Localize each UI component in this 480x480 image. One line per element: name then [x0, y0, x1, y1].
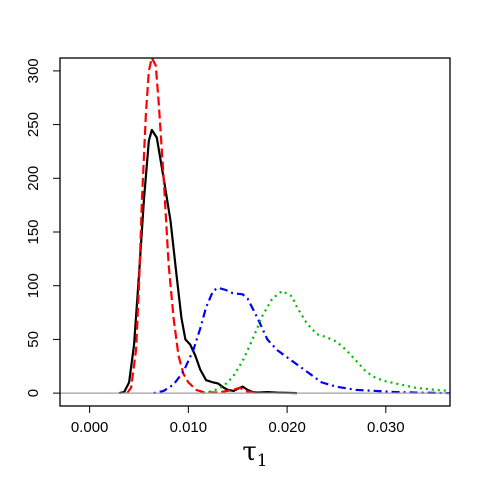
x-axis-title: τ1 [242, 437, 267, 471]
x-axis: 0.000 0.010 0.020 0.030 [71, 406, 405, 436]
x-axis-title-symbol: τ [242, 437, 256, 467]
y-tick-label: 250 [25, 112, 42, 137]
series-layer [119, 58, 450, 395]
y-tick-label: 0 [25, 389, 42, 397]
x-tick-label: 0.030 [367, 419, 405, 436]
y-axis: 0 50 100 150 200 250 300 [25, 58, 60, 397]
x-tick-label: 0.000 [71, 419, 109, 436]
y-tick-label: 100 [25, 273, 42, 298]
x-tick-label: 0.020 [268, 419, 306, 436]
y-tick-label: 150 [25, 219, 42, 244]
y-tick-label: 300 [25, 58, 42, 83]
series-line-1 [119, 128, 297, 395]
plot-frame [59, 57, 451, 407]
series-line-2 [126, 58, 258, 395]
y-tick-label: 200 [25, 166, 42, 191]
y-tick-label: 50 [25, 331, 42, 348]
series-line-3 [153, 286, 450, 395]
series-line-4 [202, 289, 450, 395]
x-axis-title-subscript: 1 [257, 451, 268, 471]
x-tick-label: 0.010 [170, 419, 208, 436]
